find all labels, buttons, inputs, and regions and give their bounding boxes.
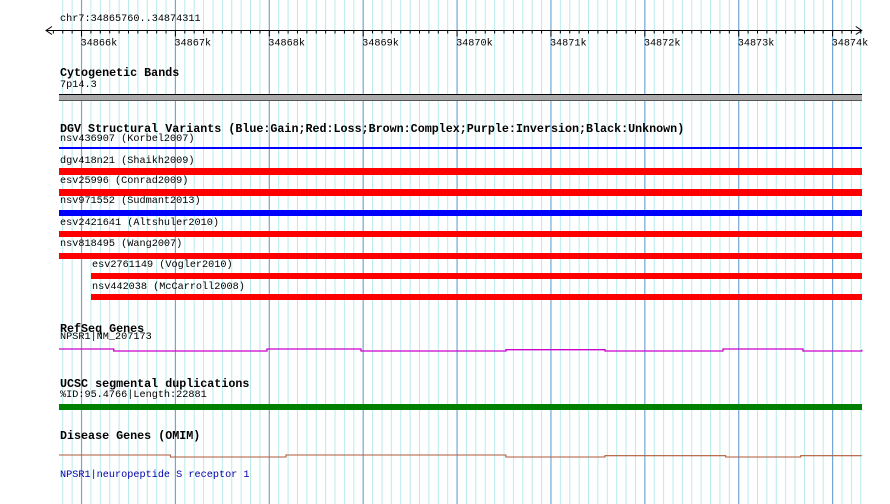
svg-text:34874k: 34874k [832, 38, 869, 50]
svg-text:34868k: 34868k [268, 38, 305, 50]
svg-text:34873k: 34873k [738, 38, 775, 50]
svg-text:34866k: 34866k [81, 38, 118, 50]
svg-text:34869k: 34869k [362, 38, 399, 50]
svg-text:34870k: 34870k [456, 38, 493, 50]
svg-text:34871k: 34871k [550, 38, 587, 50]
svg-text:34867k: 34867k [174, 38, 211, 50]
svg-text:34872k: 34872k [644, 38, 681, 50]
